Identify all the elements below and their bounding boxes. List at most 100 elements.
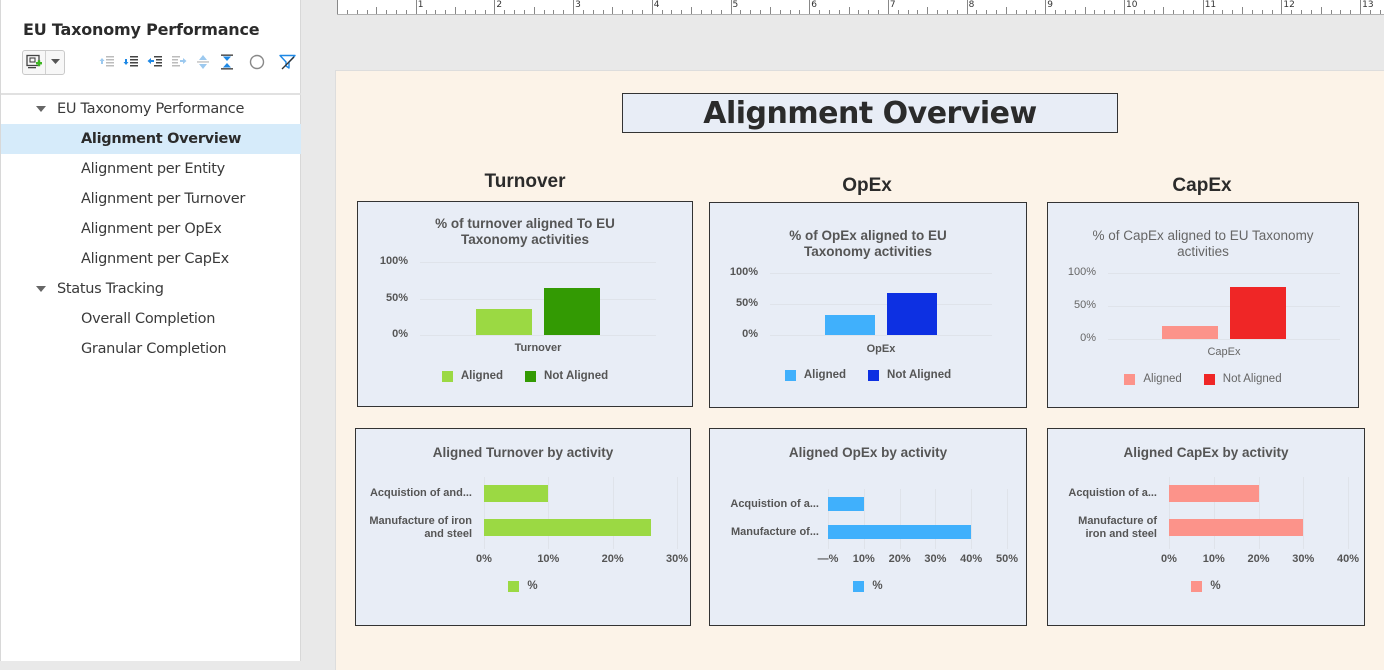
activity-bar[interactable]	[1169, 519, 1304, 536]
tree-item-alignment-per-opex[interactable]: Alignment per OpEx	[1, 214, 301, 244]
ruler-tick	[464, 10, 466, 14]
tree-group-status-tracking[interactable]: Status Tracking	[1, 274, 301, 304]
plot-area	[1169, 477, 1349, 549]
ruler-tick	[514, 10, 516, 14]
tree-item-alignment-overview[interactable]: Alignment Overview	[1, 124, 301, 154]
capex-alignment-chart[interactable]: % of CapEx aligned to EU Taxonomy activit…	[1047, 202, 1359, 408]
capex-by-activity-chart[interactable]: Aligned CapEx by activity Acquistion of a…	[1047, 428, 1365, 626]
horizontal-ruler: 1 2 3 4 5 6 7 8 9 10 11 12 13	[337, 0, 1384, 15]
ruler-tick	[907, 10, 909, 14]
ruler-tick	[1320, 7, 1322, 14]
tree-item-alignment-per-entity[interactable]: Alignment per Entity	[1, 154, 301, 184]
legend-item-not-aligned[interactable]: Not Aligned	[868, 369, 951, 381]
opex-alignment-chart[interactable]: % of OpEx aligned to EU Taxonomy activiti…	[709, 202, 1027, 408]
ruler-tick	[445, 10, 447, 14]
ruler-tick	[1064, 10, 1066, 14]
x-axis-label: —%	[817, 553, 839, 565]
bar-not-aligned[interactable]	[544, 288, 600, 335]
tree-item-alignment-per-capex[interactable]: Alignment per CapEx	[1, 244, 301, 274]
legend-label: Aligned	[803, 369, 847, 381]
add-view-dropdown[interactable]	[46, 51, 64, 74]
gridline	[770, 335, 992, 336]
legend-swatch	[1203, 373, 1215, 385]
ruler-tick	[1035, 10, 1037, 14]
x-axis-label: CapEx	[1207, 346, 1241, 358]
legend-item-percent[interactable]: %	[508, 580, 538, 592]
expand-button[interactable]	[191, 50, 215, 74]
chart-legend: Aligned Not Aligned	[710, 369, 1026, 381]
tree-item-granular-completion[interactable]: Granular Completion	[1, 334, 301, 364]
plot-area	[770, 273, 992, 336]
clear-filter-button[interactable]	[275, 50, 299, 74]
bar-aligned[interactable]	[825, 315, 875, 335]
sidebar-divider	[1, 93, 301, 95]
indent-left-button[interactable]	[143, 50, 167, 74]
turnover-by-activity-chart[interactable]: Aligned Turnover by activity Acquistion o…	[355, 428, 691, 626]
circle-button[interactable]	[245, 50, 269, 74]
category-label-line: iron and steel	[1085, 527, 1157, 540]
x-axis-label: Turnover	[514, 342, 562, 354]
ruler-tick	[996, 10, 998, 14]
category-label-line: Acquistion of a...	[730, 497, 819, 510]
gridline	[971, 489, 973, 549]
report-page: Alignment Overview Turnover OpEx CapEx %…	[335, 70, 1384, 670]
ruler-tick	[681, 10, 683, 14]
legend-label: %	[527, 580, 538, 592]
legend-item-not-aligned[interactable]: Not Aligned	[1203, 373, 1282, 385]
report-canvas[interactable]: 1 2 3 4 5 6 7 8 9 10 11 12 13 Alignment Overview Tur…	[301, 0, 1384, 670]
activity-bar[interactable]	[484, 485, 549, 502]
x-axis-label: 10%	[852, 553, 875, 565]
legend-item-aligned[interactable]: Aligned	[1124, 373, 1182, 385]
legend-swatch	[853, 580, 865, 592]
add-view-split-button[interactable]	[22, 49, 65, 75]
x-axis-label: 40%	[1336, 553, 1360, 565]
gridline	[548, 477, 550, 549]
chart-title: % of turnover aligned To EU Taxonomy acti…	[358, 216, 692, 248]
gridline	[899, 489, 901, 549]
legend-label: Aligned	[460, 370, 504, 382]
chart-title: % of OpEx aligned to EU Taxonomy activiti…	[710, 228, 1026, 260]
gridline	[1303, 477, 1305, 549]
ruler-tick	[455, 7, 457, 14]
tree-item-overall-completion[interactable]: Overall Completion	[1, 304, 301, 334]
x-axis-label: 30%	[665, 553, 689, 565]
caret-down-icon[interactable]	[36, 286, 46, 292]
demote-button[interactable]	[119, 50, 143, 74]
legend-item-not-aligned[interactable]: Not Aligned	[525, 370, 608, 382]
chart-legend: %	[710, 580, 1026, 592]
activity-bar[interactable]	[1169, 485, 1259, 502]
legend-item-aligned[interactable]: Aligned	[441, 370, 504, 382]
legend-item-percent[interactable]: %	[1191, 580, 1221, 592]
activity-bar[interactable]	[828, 497, 864, 511]
legend-swatch	[868, 369, 880, 381]
category-label: Acquistion of a...	[1052, 487, 1157, 500]
tree-item-alignment-per-turnover[interactable]: Alignment per Turnover	[1, 184, 301, 214]
gridline	[1007, 489, 1008, 549]
ruler-tick	[868, 10, 870, 14]
activity-bar[interactable]	[828, 525, 972, 539]
navigation-tree: EU Taxonomy Performance Alignment Overvi…	[1, 94, 301, 364]
add-view-button[interactable]	[23, 50, 46, 74]
bar-aligned[interactable]	[1162, 325, 1218, 339]
indent-right-button[interactable]	[167, 50, 191, 74]
promote-button[interactable]	[95, 50, 119, 74]
ruler-tick	[533, 7, 535, 14]
collapse-button[interactable]	[215, 50, 239, 74]
category-label: Manufacture of...	[714, 526, 819, 539]
caret-down-icon[interactable]	[36, 106, 46, 112]
page-title-box[interactable]: Alignment Overview	[622, 93, 1118, 133]
ruler-tick	[1163, 7, 1165, 14]
bar-aligned[interactable]	[476, 309, 532, 335]
turnover-alignment-chart[interactable]: % of turnover aligned To EU Taxonomy acti…	[357, 201, 693, 407]
chart-legend: Aligned Not Aligned	[1048, 373, 1358, 385]
tree-group-eu-taxonomy-performance[interactable]: EU Taxonomy Performance	[1, 94, 301, 124]
activity-bar[interactable]	[484, 519, 652, 536]
bar-not-aligned[interactable]	[887, 293, 937, 335]
legend-item-aligned[interactable]: Aligned	[784, 369, 847, 381]
opex-by-activity-chart[interactable]: Aligned OpEx by activity Acquistion of a.…	[709, 428, 1027, 626]
bar-not-aligned[interactable]	[1230, 286, 1286, 339]
legend-item-percent[interactable]: %	[853, 580, 883, 592]
expand-icon	[197, 55, 209, 69]
section-heading-turnover: Turnover	[484, 171, 566, 192]
gridline	[1213, 477, 1215, 549]
